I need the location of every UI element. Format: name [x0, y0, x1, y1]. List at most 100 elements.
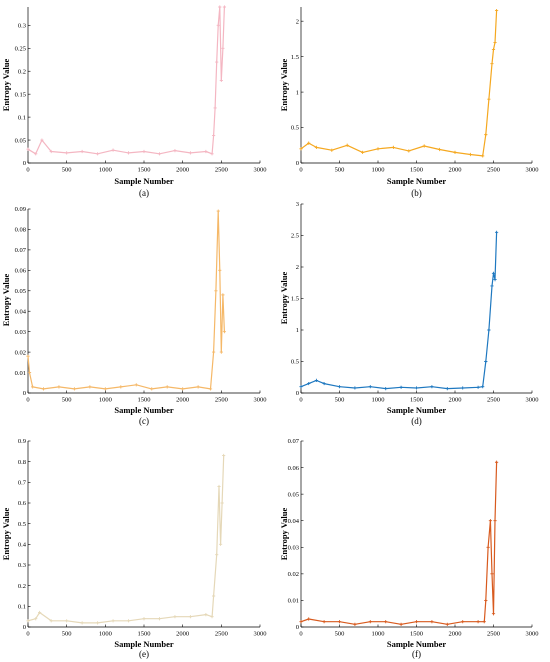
x-tick-label: 3000 [526, 397, 539, 404]
x-tick-label: 2500 [215, 631, 228, 638]
data-point [27, 370, 32, 375]
data-point [173, 615, 177, 619]
panel-caption: (b) [411, 188, 422, 198]
x-tick-label: 1500 [138, 167, 151, 174]
data-point [337, 620, 342, 624]
data-point [493, 278, 497, 282]
data-point [490, 572, 494, 576]
data-point [484, 359, 488, 364]
y-tick-label: 0.5 [291, 125, 299, 132]
data-point [165, 385, 169, 389]
y-tick-label: 0.4 [18, 542, 27, 549]
series-line [300, 10, 498, 157]
data-point [488, 519, 493, 523]
data-point [494, 460, 499, 464]
data-point [461, 386, 465, 390]
data-point [322, 620, 326, 624]
data-point [212, 133, 216, 138]
y-tick-label: 0.03 [288, 544, 299, 551]
x-tick-label: 2000 [176, 631, 189, 638]
data-point [376, 147, 380, 151]
y-tick-label: 0.05 [15, 288, 26, 295]
y-tick-label: 0.25 [15, 45, 26, 52]
y-tick-label: 0.09 [15, 206, 26, 213]
x-tick-label: 0 [26, 167, 29, 174]
y-tick-label: 0.6 [18, 500, 27, 507]
x-axis-label: Sample Number [387, 639, 446, 649]
data-point [103, 387, 107, 391]
data-point [484, 598, 488, 603]
data-point [445, 386, 449, 391]
data-point [173, 149, 177, 153]
data-point [126, 151, 131, 155]
data-point [181, 387, 185, 391]
y-tick-label: 0 [296, 160, 299, 167]
data-point [111, 148, 115, 152]
data-point [453, 150, 457, 154]
y-tick-label: 0.9 [18, 438, 26, 445]
y-tick-label: 1.5 [291, 54, 299, 61]
x-axis-label: Sample Number [114, 405, 173, 415]
y-axis-label: Entropy Value [279, 508, 289, 561]
y-tick-label: 0.01 [288, 598, 299, 605]
x-tick-label: 500 [62, 167, 72, 174]
data-point [476, 385, 480, 389]
x-axis-label: Sample Number [387, 176, 446, 186]
chart-panel-1: 0 500 1000 1500 2000 2500 3000 0 0.05 0.1 0.15 0.2 0… [1, 5, 267, 198]
data-point [49, 149, 53, 154]
data-point [430, 620, 434, 624]
y-tick-label: 0.04 [288, 518, 300, 525]
y-axis-label: Entropy Value [279, 272, 289, 325]
data-point [210, 152, 214, 156]
data-point [407, 149, 411, 153]
y-tick-label: 0.3 [18, 562, 26, 569]
chart-panel-3: 0 500 1000 1500 2000 2500 3000 0 0.01 0.02 0.03 0.0… [1, 206, 267, 426]
data-point [476, 620, 480, 624]
data-point [307, 617, 311, 621]
y-tick-label: 0.01 [15, 370, 26, 377]
panel-caption: (c) [139, 416, 149, 426]
x-tick-label: 3000 [254, 631, 267, 638]
x-tick-label: 0 [299, 631, 302, 638]
x-tick-label: 0 [26, 631, 29, 638]
data-point [299, 620, 303, 624]
y-axis-label: Entropy Value [1, 59, 11, 112]
data-point [188, 151, 192, 155]
data-point [157, 617, 162, 621]
data-point [484, 133, 488, 137]
x-tick-label: 1000 [99, 167, 112, 174]
y-tick-label: 0.8 [18, 459, 26, 466]
x-tick-label: 2500 [487, 397, 500, 404]
x-tick-label: 1000 [372, 397, 385, 404]
data-point [299, 385, 303, 389]
x-tick-label: 500 [62, 397, 72, 404]
data-point [482, 620, 486, 624]
data-point [212, 594, 216, 598]
data-point [486, 545, 490, 549]
data-point [221, 293, 225, 297]
chart-panel-2: 0 500 1000 1500 2000 2500 3000 0 0.5 1 1.5 2 Sample … [279, 7, 539, 198]
data-point [490, 62, 494, 66]
data-point [490, 284, 494, 288]
x-tick-label: 2000 [449, 631, 462, 638]
data-point [307, 381, 311, 386]
data-point [461, 620, 465, 624]
y-axis-label: Entropy Value [279, 59, 289, 112]
series-line [27, 6, 225, 155]
y-axis-label: Entropy Value [1, 274, 11, 327]
data-point [299, 147, 303, 151]
data-point [216, 209, 220, 213]
data-point [34, 152, 38, 156]
data-point [212, 350, 216, 354]
x-tick-label: 1500 [410, 631, 423, 638]
data-point [119, 385, 123, 389]
data-point [31, 385, 35, 389]
data-point [353, 386, 357, 390]
data-point [26, 147, 30, 151]
y-tick-label: 0.08 [15, 227, 26, 234]
data-point [215, 60, 219, 64]
data-point [219, 350, 223, 354]
data-point [204, 613, 208, 617]
x-tick-label: 2500 [487, 167, 500, 174]
